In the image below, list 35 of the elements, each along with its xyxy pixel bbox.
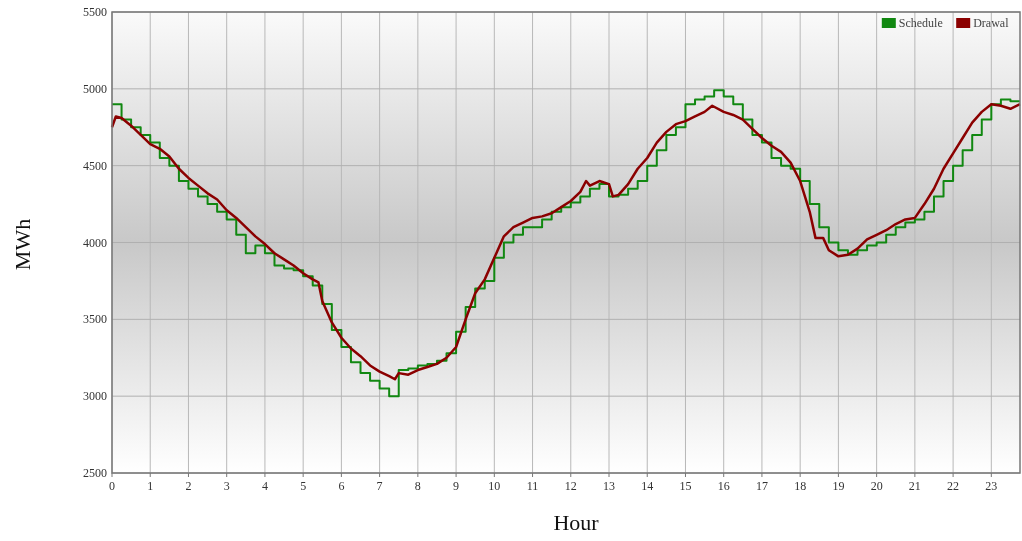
x-tick-label: 3 bbox=[223, 479, 230, 493]
legend-label: Drawal bbox=[973, 16, 1010, 30]
x-tick-label: 1 bbox=[147, 479, 154, 493]
x-tick-label: 18 bbox=[794, 479, 807, 493]
x-tick-label: 19 bbox=[832, 479, 845, 493]
x-axis-title: Hour bbox=[553, 510, 600, 535]
x-tick-label: 2 bbox=[185, 479, 192, 493]
x-tick-label: 8 bbox=[414, 479, 421, 493]
x-tick-label: 12 bbox=[564, 479, 577, 493]
y-tick-label: 4000 bbox=[83, 235, 107, 250]
y-tick-label: 5500 bbox=[83, 5, 107, 19]
y-axis-title: MWh bbox=[10, 218, 35, 271]
x-tick-label: 7 bbox=[376, 479, 383, 493]
y-tick-label: 5000 bbox=[83, 81, 107, 96]
x-tick-label: 17 bbox=[755, 479, 768, 493]
legend-label: Schedule bbox=[898, 16, 943, 30]
y-tick-label: 3000 bbox=[83, 389, 107, 404]
x-tick-label: 6 bbox=[338, 479, 345, 493]
y-tick-label: 4500 bbox=[83, 158, 107, 173]
x-tick-label: 13 bbox=[603, 479, 616, 493]
x-tick-label: 21 bbox=[908, 479, 921, 493]
y-tick-label: 3500 bbox=[83, 312, 107, 327]
x-tick-label: 23 bbox=[985, 479, 998, 493]
y-tick-label: 2500 bbox=[83, 466, 107, 480]
x-tick-label: 10 bbox=[488, 479, 501, 493]
x-tick-label: 22 bbox=[947, 479, 960, 493]
x-tick-label: 16 bbox=[717, 479, 730, 493]
x-tick-label: 0 bbox=[109, 479, 115, 493]
x-tick-label: 5 bbox=[300, 479, 307, 493]
x-tick-label: 9 bbox=[453, 479, 460, 493]
x-tick-label: 4 bbox=[261, 479, 268, 493]
x-tick-label: 11 bbox=[526, 479, 539, 493]
x-tick-label: 20 bbox=[870, 479, 883, 493]
x-tick-label: 14 bbox=[641, 479, 654, 493]
x-tick-label: 15 bbox=[679, 479, 692, 493]
